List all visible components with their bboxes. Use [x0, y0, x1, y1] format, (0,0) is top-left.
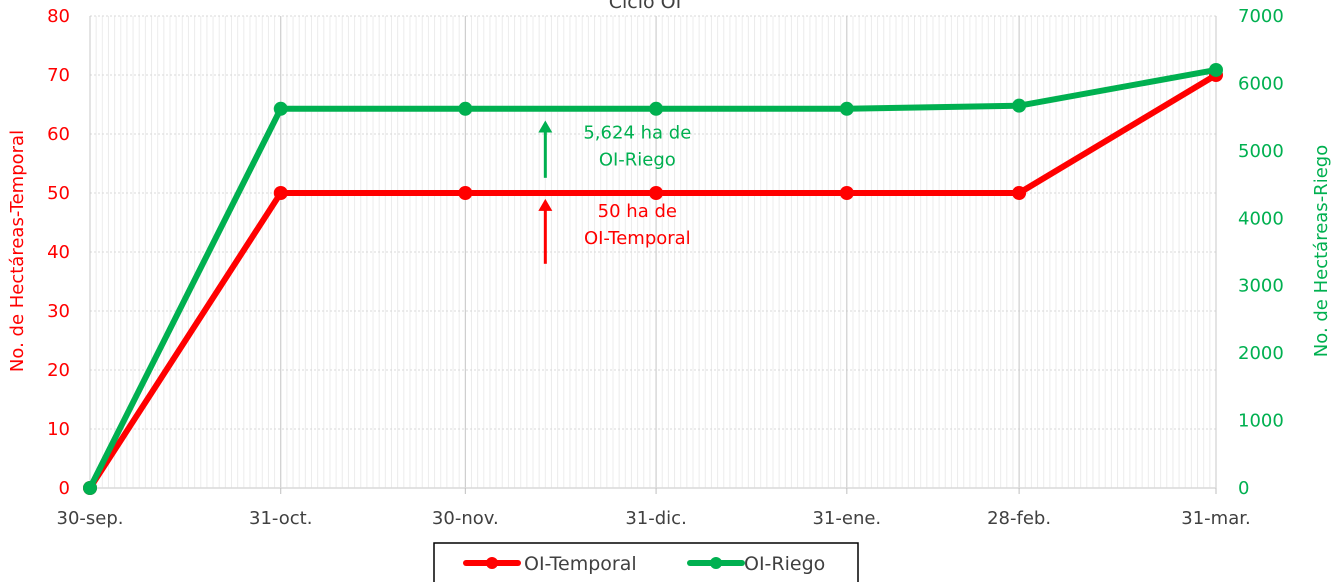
right-tick-label: 1000	[1238, 411, 1284, 432]
right-tick-label: 7000	[1238, 6, 1284, 27]
left-tick-label: 40	[47, 242, 70, 263]
left-tick-label: 20	[47, 360, 70, 381]
point-oi-riego	[273, 101, 288, 116]
x-tick-label: 31-mar.	[1181, 508, 1250, 529]
x-tick-label: 30-nov.	[432, 508, 499, 529]
right-tick-label: 6000	[1238, 73, 1284, 94]
x-tick-label: 28-feb.	[987, 508, 1051, 529]
right-tick-label: 4000	[1238, 208, 1284, 229]
legend-label: OI-Temporal	[524, 553, 637, 575]
point-oi-riego	[1012, 98, 1027, 113]
legend-marker	[710, 557, 722, 569]
right-tick-label: 3000	[1238, 276, 1284, 297]
annotation-arrowhead	[538, 120, 553, 133]
x-axis-ticks: 30-sep. 31-oct. 30-nov. 31-dic. 31-ene. 28-fe…	[57, 488, 1251, 529]
gridlines	[89, 15, 1217, 489]
legend: OI-Temporal OI-Riego	[433, 542, 859, 582]
legend-marker	[486, 557, 498, 569]
right-tick-label: 0	[1238, 478, 1249, 499]
point-oi-temporal	[1012, 186, 1027, 200]
left-tick-label: 30	[47, 301, 70, 322]
annotation-label: 5,624 ha de	[583, 123, 691, 144]
series	[83, 62, 1223, 495]
x-tick-label: 31-ene.	[812, 508, 881, 529]
annotation-label: OI-Temporal	[584, 228, 691, 249]
legend-label: OI-Riego	[744, 553, 825, 575]
point-oi-temporal	[458, 186, 473, 200]
point-oi-riego	[458, 101, 473, 116]
annotation-label: OI-Riego	[599, 150, 676, 171]
point-oi-temporal	[649, 186, 664, 200]
point-oi-riego	[83, 481, 97, 495]
annotation-arrowhead	[538, 198, 553, 211]
right-tick-label: 2000	[1238, 343, 1284, 364]
annotations: 5,624 ha de OI-Riego 50 ha de OI-Temporal	[538, 120, 691, 264]
point-oi-temporal	[273, 186, 288, 200]
left-tick-label: 10	[47, 419, 70, 440]
point-oi-riego	[1209, 62, 1223, 77]
left-tick-label: 0	[59, 478, 70, 499]
chart-title: Ciclo OI	[609, 0, 682, 13]
x-tick-label: 31-oct.	[249, 508, 312, 529]
right-axis-title: No. de Hectáreas-Riego	[1311, 145, 1332, 357]
left-tick-label: 50	[47, 183, 70, 204]
x-tick-label: 31-dic.	[625, 508, 686, 529]
left-tick-label: 80	[47, 6, 70, 27]
left-tick-label: 60	[47, 124, 70, 145]
x-tick-label: 30-sep.	[57, 508, 124, 529]
point-oi-riego	[839, 101, 854, 116]
annotation-label: 50 ha de	[598, 201, 677, 222]
point-oi-temporal	[839, 186, 854, 200]
point-oi-riego	[649, 101, 664, 116]
left-y-axis-ticks: 0 10 20 30 40 50 60 70 80	[47, 6, 70, 499]
right-y-axis-ticks: 0 1000 2000 3000 4000 5000 6000 7000	[1238, 6, 1284, 499]
left-tick-label: 70	[47, 65, 70, 86]
left-axis-title: No. de Hectáreas-Temporal	[7, 130, 28, 372]
right-tick-label: 5000	[1238, 141, 1284, 162]
